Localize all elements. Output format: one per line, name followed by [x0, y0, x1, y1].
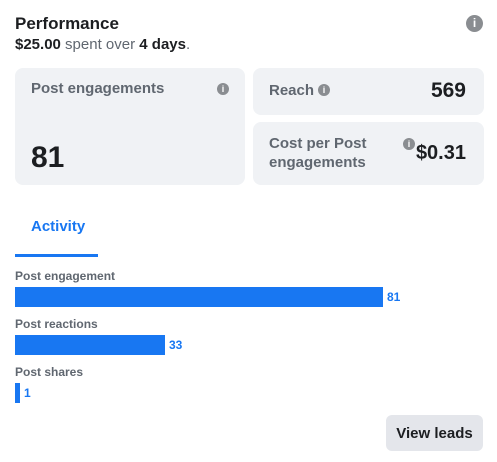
spent-days: 4 days	[139, 36, 186, 53]
bar-value-post-shares: 1	[24, 386, 31, 400]
spend-summary: $25.00 spent over 4 days.	[15, 36, 190, 53]
reach-value: 569	[430, 79, 466, 102]
cost-label-line1: Cost per Post	[269, 135, 367, 152]
bar-label-post-engagement: Post engagement	[15, 269, 116, 283]
info-icon[interactable]: i	[217, 83, 229, 95]
info-icon[interactable]: i	[466, 15, 483, 32]
bar-post-engagement	[15, 287, 383, 307]
cost-label-line2: engagements	[269, 154, 366, 171]
bar-label-post-shares: Post shares	[15, 365, 84, 379]
bar-post-reactions	[15, 335, 165, 355]
tab-active-indicator	[15, 254, 98, 257]
post-engagements-label: Post engagements	[31, 80, 165, 97]
reach-label: Reach	[269, 82, 315, 99]
spent-amount: $25.00	[15, 36, 61, 53]
info-icon[interactable]: i	[403, 138, 415, 150]
section-title: Performance	[15, 14, 119, 33]
view-leads-button[interactable]: View leads	[386, 415, 483, 451]
tab-activity[interactable]: Activity	[15, 215, 98, 257]
bar-value-post-engagement: 81	[387, 290, 401, 304]
cost-value: $0.31	[415, 142, 466, 164]
cost-label: Cost per Post engagements	[269, 134, 367, 172]
bar-post-shares	[15, 383, 20, 403]
post-engagements-card: Post engagements i 81	[15, 68, 245, 185]
reach-card: Reach i 569	[253, 68, 484, 115]
bar-value-post-reactions: 33	[169, 338, 183, 352]
spent-mid-text: spent over	[60, 36, 140, 53]
bar-label-post-reactions: Post reactions	[15, 317, 98, 331]
cost-per-engagement-card: Cost per Post engagements i $0.31	[253, 122, 484, 185]
tab-activity-label: Activity	[31, 218, 86, 235]
info-icon[interactable]: i	[318, 84, 330, 96]
spent-end-text: .	[185, 36, 191, 53]
post-engagements-value: 81	[31, 141, 65, 174]
